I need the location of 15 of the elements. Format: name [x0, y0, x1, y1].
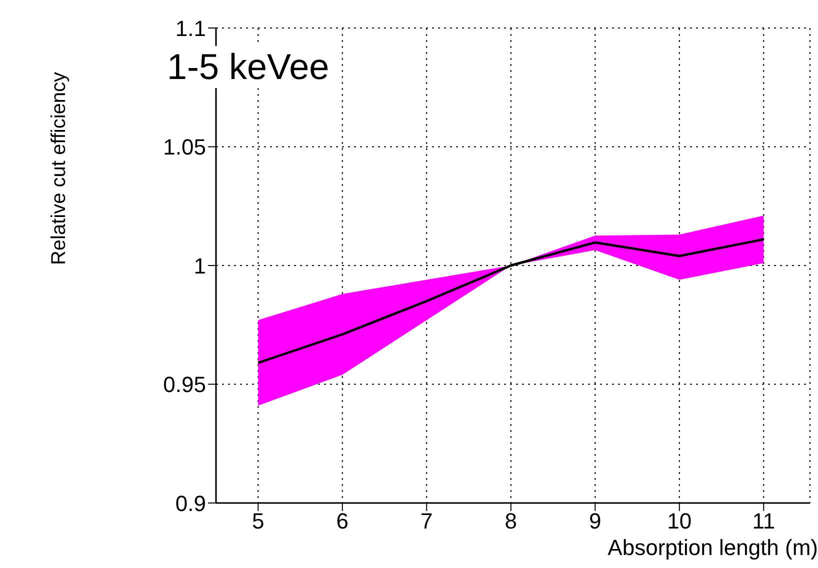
x-tick-label: 11 [752, 508, 776, 534]
x-axis-title: Absorption length (m) [608, 535, 818, 561]
annotation: 1-5 keVee [167, 46, 330, 88]
x-tick-label: 8 [504, 508, 518, 534]
y-tick-label: 1.05 [163, 134, 206, 160]
y-tick-label: 1.1 [175, 16, 206, 41]
y-tick-label: 0.95 [163, 372, 206, 398]
y-tick-label: 0.9 [175, 490, 206, 516]
x-tick-label: 6 [336, 508, 349, 534]
y-tick-label: 1 [194, 253, 206, 278]
x-tick-label: 7 [420, 508, 433, 534]
x-tick-label: 10 [667, 508, 692, 534]
y-axis-title: Relative cut efficiency [48, 71, 72, 265]
x-tick-label: 9 [589, 508, 602, 534]
x-tick-label: 5 [252, 508, 264, 534]
